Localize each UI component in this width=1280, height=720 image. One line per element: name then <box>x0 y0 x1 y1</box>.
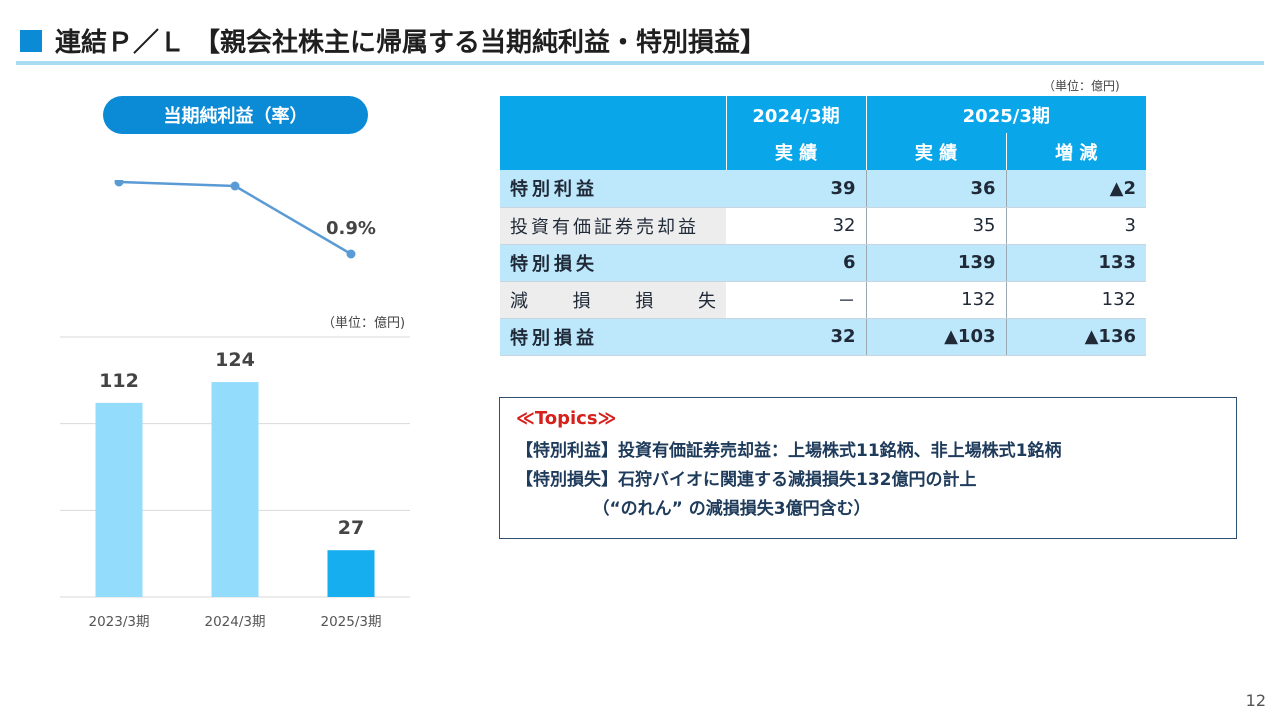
header-empty-2 <box>500 133 727 170</box>
cell-change: ▲136 <box>1006 318 1146 356</box>
header-actual-2025: 実 績 <box>866 133 1007 170</box>
row-label: 特別利益 <box>500 170 726 208</box>
cell-change: 133 <box>1006 244 1146 282</box>
cell-2025: 139 <box>866 244 1007 282</box>
page-number: 12 <box>1245 691 1266 710</box>
page-title: 連結Ｐ／Ｌ 【親会社株主に帰属する当期純利益・特別損益】 <box>55 28 767 58</box>
net-income-bar <box>95 402 143 597</box>
title-underline <box>16 61 1264 65</box>
x-tick-label: 2023/3期 <box>89 614 150 630</box>
label-char: 失 <box>697 290 716 312</box>
topics-title: ≪Topics≫ <box>516 408 617 429</box>
topics-line-gains: 【特別利益】投資有価証券売却益：上場株式11銘柄、非上場株式1銘柄 <box>516 441 1062 461</box>
rate-point <box>346 249 356 259</box>
rate-line <box>118 180 352 256</box>
table-row-special-net: 特別損益 32 ▲103 ▲136 <box>500 318 1146 356</box>
left-unit-label: （単位：億円) <box>322 316 406 331</box>
cell-change: 3 <box>1006 207 1146 245</box>
cell-2024: 39 <box>726 170 867 208</box>
net-income-bar <box>211 382 259 597</box>
cell-2024: 32 <box>726 207 867 245</box>
special-gains-losses-table: 2024/3期 2025/3期 実 績 実 績 増 減 特別利益 39 36 ▲… <box>500 96 1146 356</box>
table-row-special-gains: 特別利益 39 36 ▲2 <box>500 170 1146 208</box>
header-year-2025: 2025/3期 <box>866 96 1146 133</box>
bar-data-label: 124 <box>215 349 255 371</box>
cell-change: 132 <box>1006 281 1146 319</box>
net-income-bar <box>327 550 375 597</box>
table-row-securities-gain: 投資有価証券売却益 32 35 3 <box>500 207 1146 245</box>
row-label: 減 損 損 失 <box>500 281 726 319</box>
title-square-marker <box>20 30 42 52</box>
header-year-2024: 2024/3期 <box>726 96 867 133</box>
cell-change: ▲2 <box>1006 170 1146 208</box>
rate-point <box>114 180 124 187</box>
cell-2025: ▲103 <box>866 318 1007 356</box>
cell-2025: 35 <box>866 207 1007 245</box>
table-header-row-years: 2024/3期 2025/3期 <box>500 96 1146 133</box>
label-char: 損 <box>572 290 591 312</box>
cell-2025: 36 <box>866 170 1007 208</box>
label-char: 減 <box>510 290 528 312</box>
table-unit-label: （単位：億円) <box>1043 79 1120 93</box>
rate-data-label: 0.9% <box>326 218 376 239</box>
cell-2025: 132 <box>866 281 1007 319</box>
rate-point <box>230 181 240 191</box>
row-label: 特別損失 <box>500 244 726 282</box>
header-empty <box>500 96 727 133</box>
row-label: 特別損益 <box>500 318 726 356</box>
net-income-bar-chart: 112 2023/3期 124 2024/3期 27 2025/3期 <box>60 336 410 630</box>
net-income-rate-line-chart: 4.5%4.3%0.9% <box>114 180 376 259</box>
bar-data-label: 27 <box>338 517 364 539</box>
table-header-row-columns: 実 績 実 績 増 減 <box>500 133 1146 170</box>
cell-2024: － <box>726 281 867 319</box>
topics-line-goodwill: （“のれん” の減損損失3億円含む） <box>516 499 871 519</box>
label-char: 損 <box>635 290 654 312</box>
topics-line-losses: 【特別損失】石狩バイオに関連する減損損失132億円の計上 <box>516 470 977 490</box>
header-actual-2024: 実 績 <box>726 133 867 170</box>
table-row-impairment-loss: 減 損 損 失 － 132 132 <box>500 281 1146 319</box>
table-row-special-losses: 特別損失 6 139 133 <box>500 244 1146 282</box>
net-income-rate-label: 当期純利益（率） <box>103 96 368 134</box>
cell-2024: 32 <box>726 318 867 356</box>
header-change: 増 減 <box>1006 133 1146 170</box>
x-tick-label: 2025/3期 <box>321 614 382 630</box>
bar-data-label: 112 <box>99 370 139 392</box>
topics-box: ≪Topics≫ 【特別利益】投資有価証券売却益：上場株式11銘柄、非上場株式1… <box>499 397 1237 539</box>
cell-2024: 6 <box>726 244 867 282</box>
x-tick-label: 2024/3期 <box>205 614 266 630</box>
row-label: 投資有価証券売却益 <box>500 207 726 245</box>
